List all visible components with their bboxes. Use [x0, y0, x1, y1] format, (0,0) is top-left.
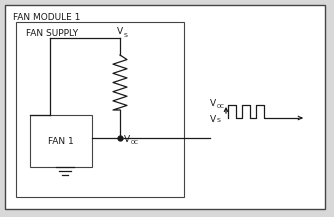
Text: FAN 1: FAN 1: [48, 136, 74, 146]
Bar: [16, 22, 184, 197]
Text: V: V: [210, 100, 216, 108]
Text: V: V: [210, 115, 216, 123]
Text: OC: OC: [131, 140, 139, 145]
Text: S: S: [217, 118, 221, 123]
Text: FAN SUPPLY: FAN SUPPLY: [26, 30, 78, 38]
Bar: [30, 115, 92, 167]
Text: S: S: [124, 33, 128, 38]
Text: OC: OC: [217, 104, 225, 108]
Text: V: V: [117, 27, 123, 36]
Text: V: V: [124, 135, 130, 145]
Text: FAN MODULE 1: FAN MODULE 1: [13, 13, 80, 21]
